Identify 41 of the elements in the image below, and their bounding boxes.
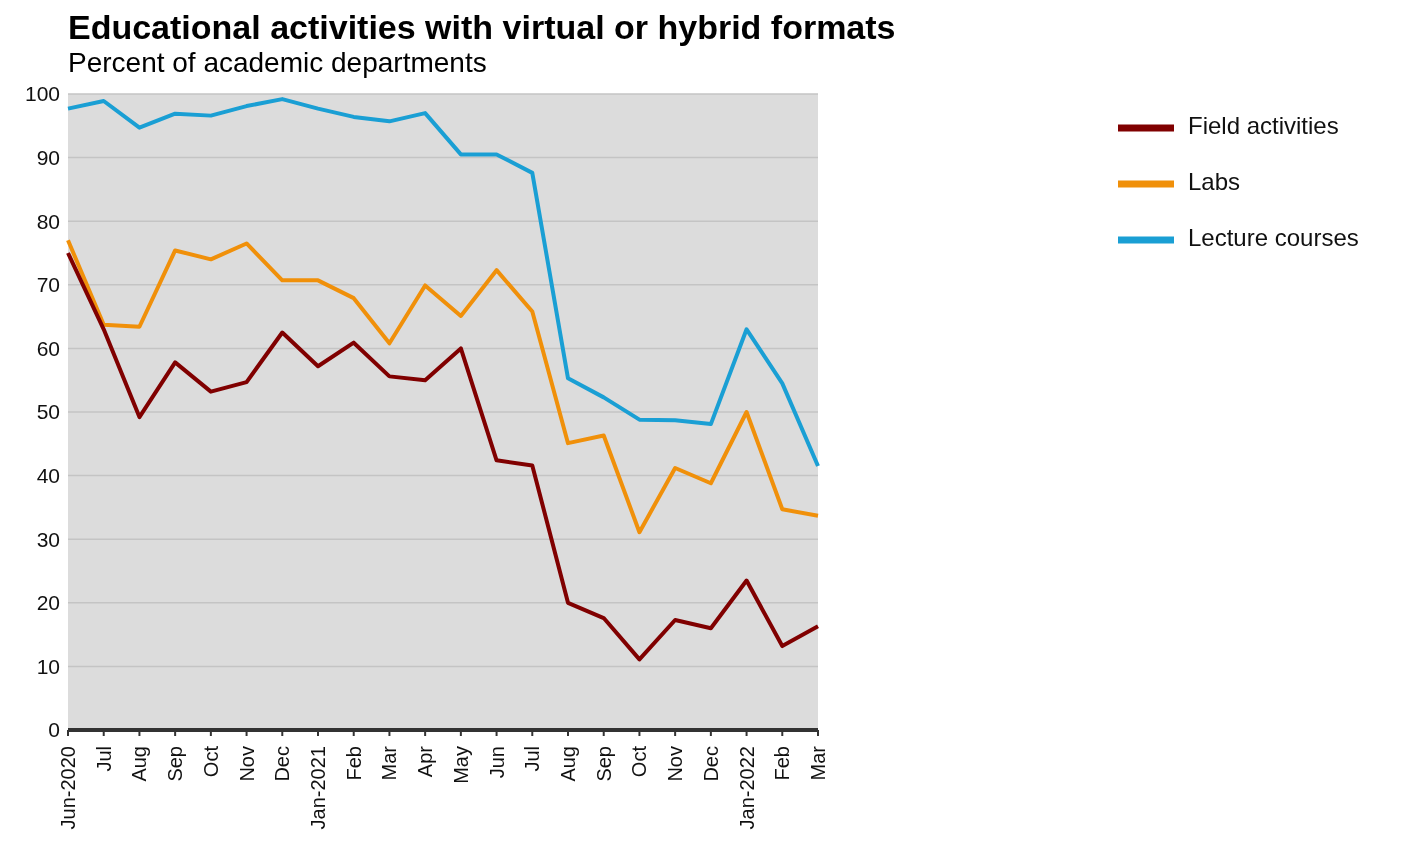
chart-title: Educational activities with virtual or hybrid formats xyxy=(68,8,897,46)
y-tick-label: 90 xyxy=(36,146,60,170)
y-tick-label: 20 xyxy=(36,591,60,615)
x-tick-label: Dec xyxy=(699,746,722,782)
legend-label: Labs xyxy=(1188,168,1241,196)
y-tick-label: 30 xyxy=(36,527,60,551)
chart-subtitle: Percent of academic departments xyxy=(68,46,488,80)
x-tick-label: Jan-2022 xyxy=(735,746,758,830)
x-tick-label: Feb xyxy=(342,746,365,781)
x-tick-label: Jun-2020 xyxy=(57,746,79,830)
line-series xyxy=(66,238,820,535)
y-tick-label: 70 xyxy=(36,273,60,297)
x-tick-label: Sep xyxy=(592,746,615,782)
y-tick-label: 60 xyxy=(36,336,60,360)
x-tick-label: Nov xyxy=(664,746,687,782)
x-tick-label: Jun xyxy=(485,746,508,779)
line-series xyxy=(66,251,820,662)
x-tick-label: Nov xyxy=(235,746,258,782)
x-tick-label: Apr xyxy=(414,745,437,778)
x-tick-label: Oct xyxy=(199,745,222,778)
x-tick-label: Aug xyxy=(557,746,579,782)
x-tick-label: Dec xyxy=(271,746,294,782)
legend-label: Lecture courses xyxy=(1188,224,1359,252)
x-tick-label: Feb xyxy=(771,746,794,781)
x-tick-label: Jul xyxy=(521,746,544,772)
y-tick-label: 50 xyxy=(36,400,60,424)
x-tick-label: May xyxy=(449,746,472,784)
y-tick-label: 10 xyxy=(36,654,60,678)
y-tick-label: 80 xyxy=(36,209,60,233)
y-tick-label: 0 xyxy=(48,718,60,742)
y-tick-label: 100 xyxy=(24,82,60,106)
line-series xyxy=(66,97,820,469)
x-tick-label: Mar xyxy=(807,745,829,781)
x-tick-label: Oct xyxy=(628,745,651,778)
x-tick-label: Mar xyxy=(378,745,401,781)
x-tick-label: Sep xyxy=(164,746,187,782)
y-tick-label: 40 xyxy=(36,464,60,488)
x-tick-label: Jul xyxy=(92,746,115,772)
x-tick-label: Aug xyxy=(128,746,151,782)
legend-label: Field activities xyxy=(1188,112,1339,140)
x-tick-label: Jan-2021 xyxy=(307,746,329,830)
